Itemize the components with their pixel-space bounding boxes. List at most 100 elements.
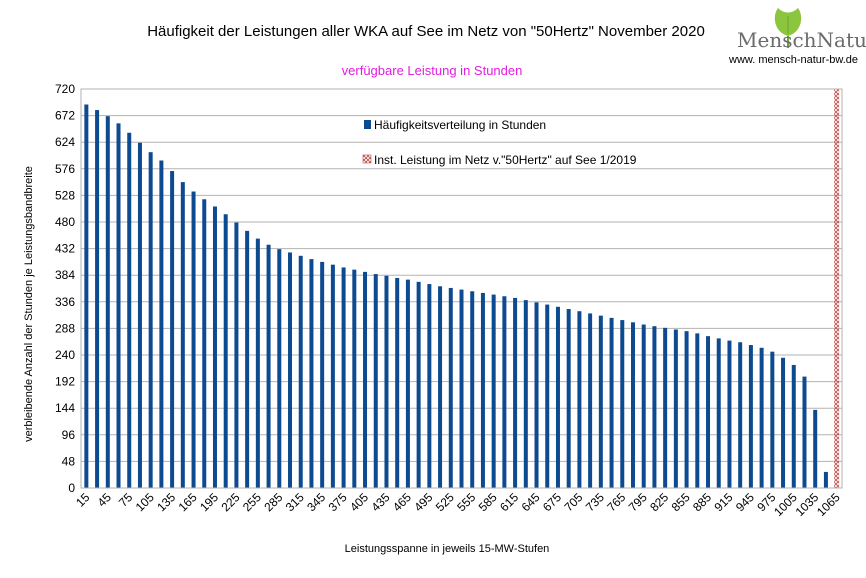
x-tick-label: 315 [283,490,307,514]
bar [770,351,775,488]
bar [266,244,271,488]
bar [823,471,828,488]
bar [791,364,796,488]
x-tick-label: 585 [476,490,500,514]
chart-title: Häufigkeit der Leistungen aller WKA auf … [147,23,705,40]
bar [127,132,132,488]
bar [620,320,625,488]
x-axis-ticks: 15 45 751051351651952252552853153453754054… [73,490,843,519]
logo-brand-right: Natur [817,28,866,52]
bar [738,342,743,488]
bar [459,289,464,488]
bar [137,142,142,489]
bar [748,345,753,488]
x-tick-label: 165 [176,490,200,514]
y-tick-label: 240 [55,348,75,362]
x-tick-label: 45 [95,490,115,510]
svg-text:MenschNatur: MenschNatur [737,28,866,52]
bar [684,331,689,488]
bar [491,294,496,488]
legend-swatch-capacity [362,154,372,164]
bar [245,230,250,488]
bar [652,326,657,488]
ginkgo-leaf-icon [774,8,802,48]
x-tick-label: 525 [433,490,457,514]
bar [588,313,593,488]
legend-label-capacity: Inst. Leistung im Netz v."50Hertz" auf S… [374,153,637,167]
bar [373,274,378,488]
y-axis-ticks: 0 48 96 144 192 240 288 336 384 432 480 528 576 624 67… [55,82,75,495]
bar [706,336,711,488]
bar [663,327,668,488]
bar [577,311,582,488]
bar [480,292,485,488]
chart-subtitle: verfügbare Leistung in Stunden [342,63,523,78]
x-tick-label: 195 [197,490,221,514]
bar [427,284,432,488]
x-tick-label: 75 [116,490,136,510]
x-tick-label: 885 [690,490,714,514]
bar [405,279,410,488]
x-tick-label: 105 [133,490,157,514]
bar [716,338,721,488]
x-tick-label: 255 [240,490,264,514]
bar [148,152,153,489]
bar [502,296,507,488]
legend-label-histogram: Häufigkeitsverteilung in Stunden [374,118,546,132]
y-tick-label: 528 [55,188,75,202]
bar [341,267,346,488]
bar [277,249,282,488]
x-tick-label: 15 [73,490,93,510]
y-tick-label: 720 [55,82,75,96]
bar [191,191,196,489]
x-tick-label: 495 [411,490,435,514]
bar [727,340,732,488]
x-tick-label: 615 [497,490,521,514]
bar [330,264,335,488]
bar [212,206,217,488]
bar [630,322,635,488]
bar [309,259,314,488]
bar [95,110,100,488]
bar [416,281,421,488]
bar [534,302,539,488]
x-tick-label: 435 [369,490,393,514]
x-tick-label: 765 [604,490,628,514]
bar [223,214,228,488]
bar [288,252,293,488]
bar [759,347,764,488]
y-tick-label: 192 [55,375,75,389]
bar [395,277,400,488]
y-tick-label: 432 [55,242,75,256]
bar [84,104,89,489]
y-tick-label: 96 [62,428,76,442]
plot-border [80,88,843,489]
bar [813,409,818,488]
bar [180,182,185,488]
x-tick-label: 915 [712,490,736,514]
bar [609,317,614,488]
x-tick-label: 675 [540,490,564,514]
logo: MenschNatur www. mensch-natur-bw.de [728,8,866,66]
x-tick-label: 735 [583,490,607,514]
y-tick-label: 624 [55,135,75,149]
logo-url: www. mensch-natur-bw.de [728,54,858,66]
x-tick-label: 945 [733,490,757,514]
bar [352,269,357,488]
bar [523,300,528,488]
x-tick-label: 705 [561,490,585,514]
bar [298,255,303,488]
y-tick-label: 288 [55,321,75,335]
y-tick-label: 576 [55,162,75,176]
capacity-marker [834,89,840,488]
x-tick-label: 1065 [814,490,843,519]
x-tick-label: 285 [261,490,285,514]
y-tick-label: 48 [62,454,76,468]
x-tick-label: 555 [454,490,478,514]
bar [320,261,325,488]
bar [555,306,560,488]
y-tick-label: 144 [55,401,75,415]
legend: Häufigkeitsverteilung in Stunden Inst. L… [362,118,637,167]
bar [598,315,603,488]
